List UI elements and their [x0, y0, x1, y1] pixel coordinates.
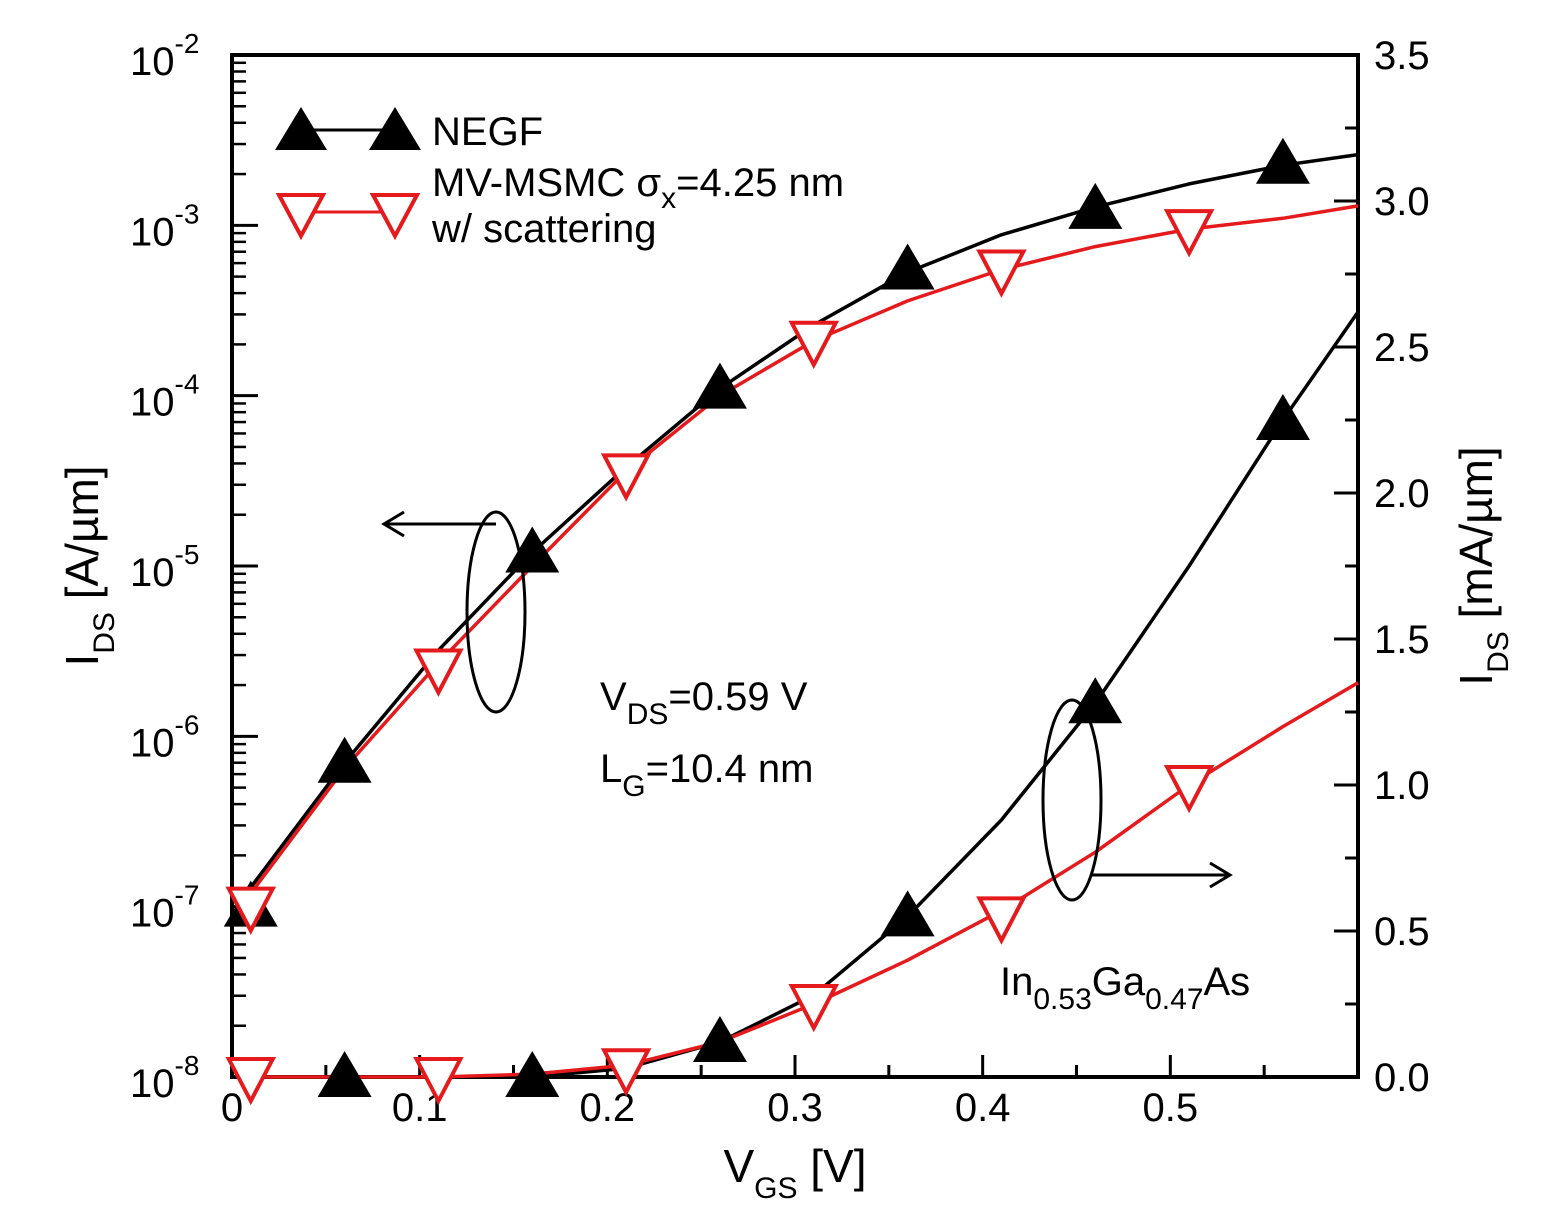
right-tick-label: 0.0: [1374, 1056, 1430, 1100]
left-axis-title: IDS [A/µm]: [56, 465, 121, 666]
msmc-point: [225, 1057, 277, 1106]
left-axis-indicator: [381, 510, 527, 714]
right-tick-label: 2.5: [1374, 326, 1430, 370]
left-tick-label: 10-5: [130, 539, 199, 595]
right-tick-label: 3.5: [1374, 34, 1430, 78]
left-arrow-head: [381, 510, 405, 538]
x-tick-label: 0: [221, 1086, 243, 1130]
right-tick-label: 1.5: [1374, 618, 1430, 662]
left-curve-ellipse: [465, 510, 527, 714]
right-tick-label: 3.0: [1374, 180, 1430, 224]
legend-msmc-marker-1: [275, 193, 327, 241]
left-tick-label: 10-4: [130, 369, 199, 425]
negf-point: [880, 890, 935, 937]
negf-point: [505, 1051, 560, 1097]
negf-point: [317, 736, 372, 783]
right-axis-indicator: [1041, 698, 1233, 902]
material-annotation: In0.53Ga0.47As: [1000, 960, 1250, 1016]
legend-msmc-marker-2: [369, 193, 421, 241]
msmc-point: [788, 320, 840, 370]
x-axis-ticks: 0 0.1 0.2 0.3 0.4 0.5: [221, 1055, 1360, 1130]
msmc-point: [413, 1057, 464, 1106]
msmc-point: [976, 249, 1027, 298]
legend-msmc-label-line2: w/ scattering: [431, 207, 657, 251]
negf-point: [1068, 677, 1123, 724]
x-tick-label: 0.3: [767, 1086, 823, 1130]
left-tick-label: 10-7: [130, 880, 199, 936]
x-tick-label: 0.4: [955, 1086, 1011, 1130]
msmc-point: [1163, 765, 1215, 814]
legend-negf-marker-2: [369, 107, 421, 150]
left-tick-label: 10-8: [130, 1050, 199, 1106]
left-tick-label: 10-6: [130, 709, 199, 765]
left-axis-ticks: 10-8 10-7 10-6 10-5 10-4 10-3 10-2: [130, 28, 258, 1106]
right-curve-ellipse: [1041, 698, 1103, 902]
x-axis-title: VGS [V]: [723, 1140, 866, 1205]
negf-point: [317, 1051, 372, 1097]
msmc-point: [600, 1048, 652, 1097]
right-tick-label: 2.0: [1374, 472, 1430, 516]
msmc-point: [600, 453, 652, 502]
right-axis-title: IDS [mA/µm]: [1450, 446, 1515, 685]
left-tick-label: 10-3: [130, 198, 199, 254]
series-layer: [223, 137, 1360, 1106]
msmc-point: [413, 648, 464, 697]
right-tick-label: 0.5: [1374, 910, 1430, 954]
legend-negf-marker-1: [275, 107, 327, 150]
msmc-point: [1163, 209, 1215, 258]
msmc-point: [788, 984, 840, 1033]
right-tick-label: 1.0: [1374, 764, 1430, 808]
negf-point: [692, 362, 747, 409]
msmc-point: [976, 896, 1027, 945]
right-arrow-head: [1209, 861, 1233, 889]
negf-point: [1068, 182, 1123, 229]
legend-negf-label: NEGF: [432, 110, 543, 154]
legend: NEGF MV-MSMC σx=4.25 nm w/ scattering: [275, 107, 844, 251]
left-tick-label: 10-2: [130, 28, 199, 84]
lg-annotation: LG=10.4 nm: [600, 747, 813, 803]
x-tick-label: 0.5: [1143, 1086, 1199, 1130]
vds-annotation: VDS=0.59 V: [600, 675, 808, 731]
negf-point: [1255, 137, 1310, 184]
legend-msmc-label-line1: MV-MSMC σx=4.25 nm: [432, 161, 844, 215]
negf-point: [1255, 394, 1310, 440]
negf-point: [505, 526, 560, 573]
right-axis-ticks: 0.0 0.5 1.0 1.5 2.0 2.5 3.0 3.5: [1334, 34, 1430, 1100]
msmc-point: [225, 886, 277, 935]
negf-point: [692, 1015, 747, 1062]
negf-point: [880, 243, 935, 290]
series-line-3: [250, 681, 1359, 1079]
